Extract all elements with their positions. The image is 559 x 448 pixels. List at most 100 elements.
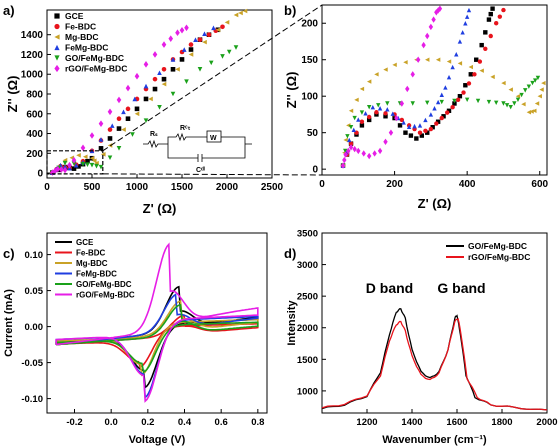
panel-a-point: [89, 132, 95, 139]
panel-a-point: [208, 60, 214, 66]
panel-c-xtick-label: 0.0: [105, 417, 118, 428]
panel-a-label: a): [3, 3, 15, 18]
panel-b-point: [377, 106, 383, 111]
panel-a-point: [188, 42, 194, 47]
panel-d-raman-curve: [321, 317, 548, 411]
panel-b-point: [539, 87, 544, 92]
panel-a-point: [121, 127, 126, 132]
panel-b-point: [450, 64, 455, 70]
panel-c-xlabel: Voltage (V): [129, 434, 186, 446]
panel-a-point: [175, 66, 180, 72]
panel-a-point: [82, 154, 88, 160]
panel-a-legend-marker: [54, 55, 60, 61]
panel-b-point: [421, 41, 426, 49]
panel-b-point: [439, 115, 444, 121]
panel-b-point: [372, 150, 377, 157]
panel-b-point: [405, 85, 410, 93]
panel-a-point: [197, 66, 203, 72]
panel-d-xtick-label: 1600: [446, 417, 467, 428]
panel-a-point: [109, 123, 115, 128]
panel-d-ytick-label: 3000: [297, 260, 318, 271]
panel-a-legend-label: FeMg-BDC: [65, 43, 108, 53]
panel-b-series: [340, 7, 506, 168]
panel-a-point: [130, 132, 135, 137]
panel-d-xlabel: Wavenumber (cm⁻¹): [382, 434, 487, 446]
panel-a-ytick-label: 800: [26, 90, 43, 101]
panel-a-point: [59, 166, 64, 173]
panel-b-point: [359, 123, 365, 128]
panel-b-point: [366, 79, 372, 84]
panel-b-point: [392, 62, 397, 68]
panel-c-xtick-label: -0.2: [66, 417, 82, 428]
panel-c-legend-label: rGO/FeMg-BDC: [76, 291, 135, 300]
panel-a-point: [80, 144, 86, 152]
panel-b-point: [490, 6, 495, 11]
panel-b-point: [460, 30, 465, 35]
panel-a-point: [148, 96, 153, 102]
panel-b-point: [399, 100, 405, 107]
panel-b-point: [352, 115, 357, 121]
panel-b-point: [483, 46, 488, 51]
panel-a-point: [98, 164, 104, 170]
panel-b-point: [390, 111, 395, 116]
panel-d-ytick-label: 2500: [297, 292, 318, 303]
panel-a-point: [181, 47, 187, 52]
panel-a-point: [161, 41, 167, 48]
panel-b-point: [463, 21, 468, 26]
panel-a-point: [116, 126, 122, 131]
panel-a-point: [125, 84, 131, 92]
panel-b-point: [439, 99, 444, 105]
panel-b-point: [366, 104, 372, 110]
panel-c-cv-curve: [55, 303, 259, 374]
panel-a-point: [211, 25, 216, 31]
panel-a-point: [85, 158, 90, 164]
panel-d-legend-label: GO/FeMg-BDC: [468, 241, 527, 251]
panel-b-point: [519, 92, 524, 98]
panel-a-point: [179, 26, 185, 34]
panel-b-point: [346, 147, 351, 155]
panel-b-point: [541, 80, 546, 86]
panel-b-point: [385, 101, 390, 106]
panel-a-ytick-label: 0: [37, 169, 43, 180]
panel-a-point: [116, 146, 122, 151]
panel-b-point: [415, 56, 421, 63]
panel-b-point: [488, 11, 493, 17]
panel-b-point: [366, 152, 372, 160]
panel-b-point: [374, 72, 379, 77]
panel-b-point: [345, 134, 350, 139]
panel-a-point: [116, 96, 122, 104]
panel-b-ytick-label: 100: [301, 92, 318, 103]
panel-a-point: [71, 166, 77, 171]
panel-b-point: [359, 119, 365, 124]
panel-b-point: [359, 110, 365, 115]
circuit-label-cdl: Cᵈˡ: [196, 167, 205, 174]
panel-a-point: [224, 20, 230, 25]
panel-a-point: [98, 137, 104, 142]
panel-a-legend-marker: [54, 34, 60, 40]
panel-b-point: [377, 147, 383, 155]
panel-b-point: [455, 97, 461, 103]
panel-a-legend-marker: [54, 23, 60, 30]
panel-b-point: [501, 80, 506, 86]
panel-c-legend-label: Fe-BDC: [76, 249, 106, 258]
panel-a-legend-label: Fe-BDC: [65, 22, 96, 32]
panel-d-ytick-label: 3500: [297, 229, 318, 240]
warburg-box: [206, 130, 222, 143]
panel-c-label: c): [3, 246, 15, 261]
panel-b-point: [423, 128, 428, 134]
panel-b-point: [479, 68, 484, 73]
panel-c-cv-curve: [55, 242, 259, 403]
panel-a-point: [197, 37, 203, 42]
panel-b-point: [526, 110, 532, 115]
panel-b-point: [457, 61, 463, 66]
panel-d-label: d): [284, 246, 296, 261]
panel-a-point: [62, 160, 68, 166]
panel-c-ytick-label: -0.10: [21, 394, 43, 405]
panel-b-point: [428, 112, 434, 117]
panel-b-point: [446, 59, 452, 64]
panel-a-point: [73, 162, 79, 168]
panel-b-point: [343, 137, 348, 143]
panel-b-series: [340, 57, 546, 168]
panel-a-point: [202, 31, 207, 37]
panel-b-point: [457, 94, 463, 99]
